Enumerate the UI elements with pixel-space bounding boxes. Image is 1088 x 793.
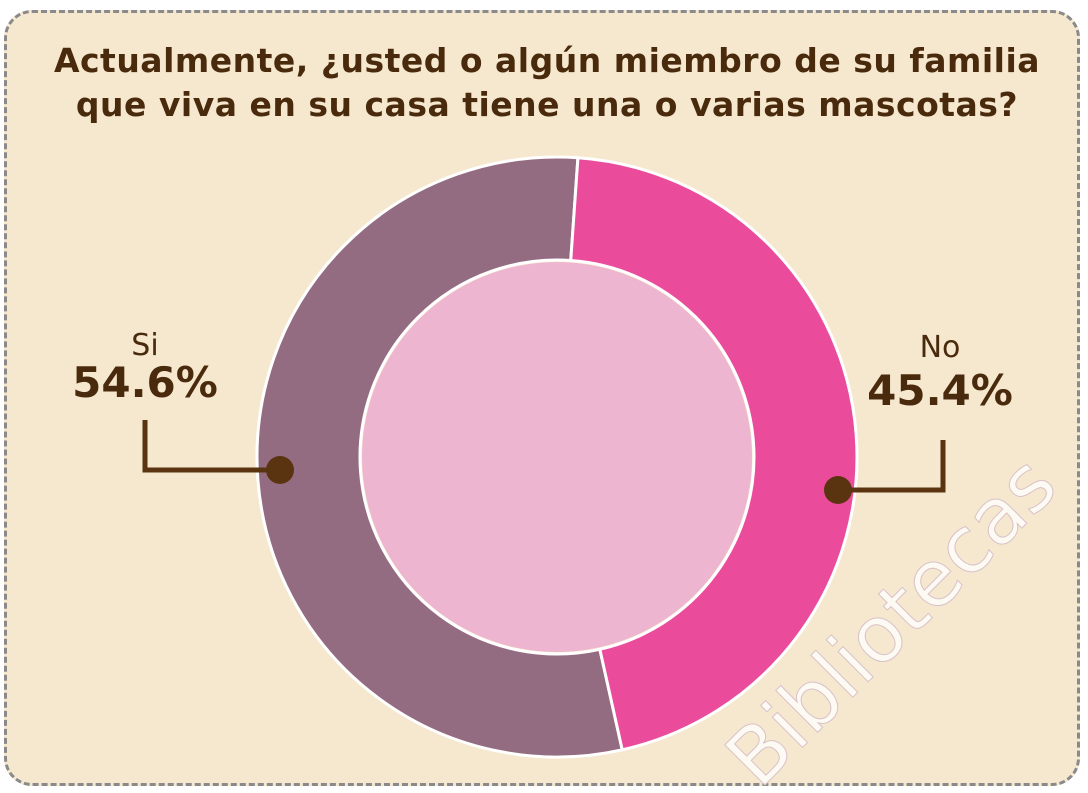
callout-dot — [266, 456, 294, 484]
value-label: 45.4% — [867, 366, 1013, 415]
category-label: No — [920, 330, 961, 365]
value-label: 54.6% — [72, 358, 218, 407]
chart: Si54.6%No45.4%Bibliotecas — [0, 0, 1088, 793]
callout-dot — [824, 476, 852, 504]
donut-center — [362, 262, 752, 652]
